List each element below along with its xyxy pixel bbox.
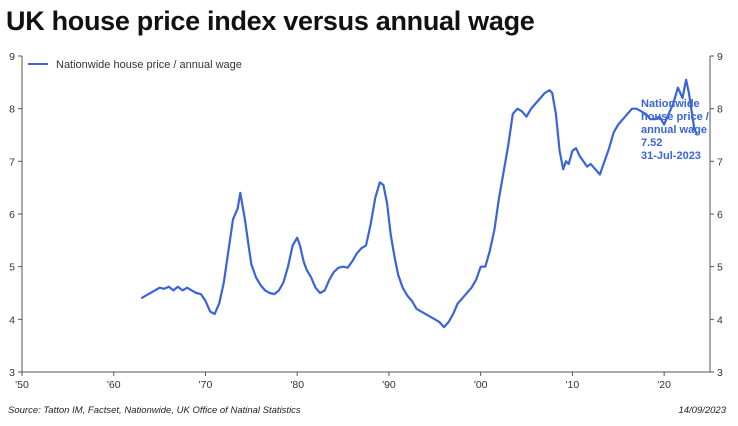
y-tick-label-left: 3: [9, 367, 15, 379]
y-tick-label-left: 6: [9, 209, 15, 221]
annotation-line: Nationwide: [641, 98, 700, 110]
annotation-line: 7.52: [641, 137, 662, 149]
x-axis-ticks: '50 '60 '70 '80 '90 '00 '10 '20: [15, 372, 671, 391]
y-tick-label-right: 5: [717, 262, 723, 274]
x-tick-label: '60: [107, 379, 121, 391]
series-line-nationwide-house-price-annual-wage: [140, 78, 698, 329]
annotation-line: annual wage: [641, 124, 707, 136]
y-axis-left-ticks: 3 4 5 6 7 8 9: [9, 51, 22, 379]
legend-label: Nationwide house price / annual wage: [56, 59, 242, 71]
y-tick-label-left: 4: [9, 314, 15, 326]
annotation-line: house price /: [641, 111, 709, 123]
y-tick-label-left: 5: [9, 262, 15, 274]
x-tick-label: '00: [474, 379, 488, 391]
y-tick-label-left: 7: [9, 156, 15, 168]
source-note: Source: Tatton IM, Factset, Nationwide, …: [8, 405, 301, 416]
y-tick-label-right: 6: [717, 209, 723, 221]
y-tick-label-right: 4: [717, 314, 723, 326]
y-axis-right-ticks: 3 4 5 6 7 8 9: [710, 51, 723, 379]
x-tick-label: '80: [290, 379, 304, 391]
x-tick-label: '10: [566, 379, 580, 391]
y-tick-label-right: 7: [717, 156, 723, 168]
legend: Nationwide house price / annual wage: [28, 59, 242, 71]
chart-title: UK house price index versus annual wage: [6, 6, 535, 36]
x-tick-label: '70: [199, 379, 213, 391]
y-tick-label-right: 8: [717, 104, 723, 116]
x-tick-label: '20: [657, 379, 671, 391]
y-tick-label-left: 9: [9, 51, 15, 63]
x-tick-label: '90: [382, 379, 396, 391]
y-tick-label-right: 3: [717, 367, 723, 379]
y-tick-label-right: 9: [717, 51, 723, 63]
annotation-line: 31-Jul-2023: [641, 150, 701, 162]
publication-date: 14/09/2023: [678, 405, 726, 416]
y-tick-label-left: 8: [9, 104, 15, 116]
x-tick-label: '50: [15, 379, 29, 391]
